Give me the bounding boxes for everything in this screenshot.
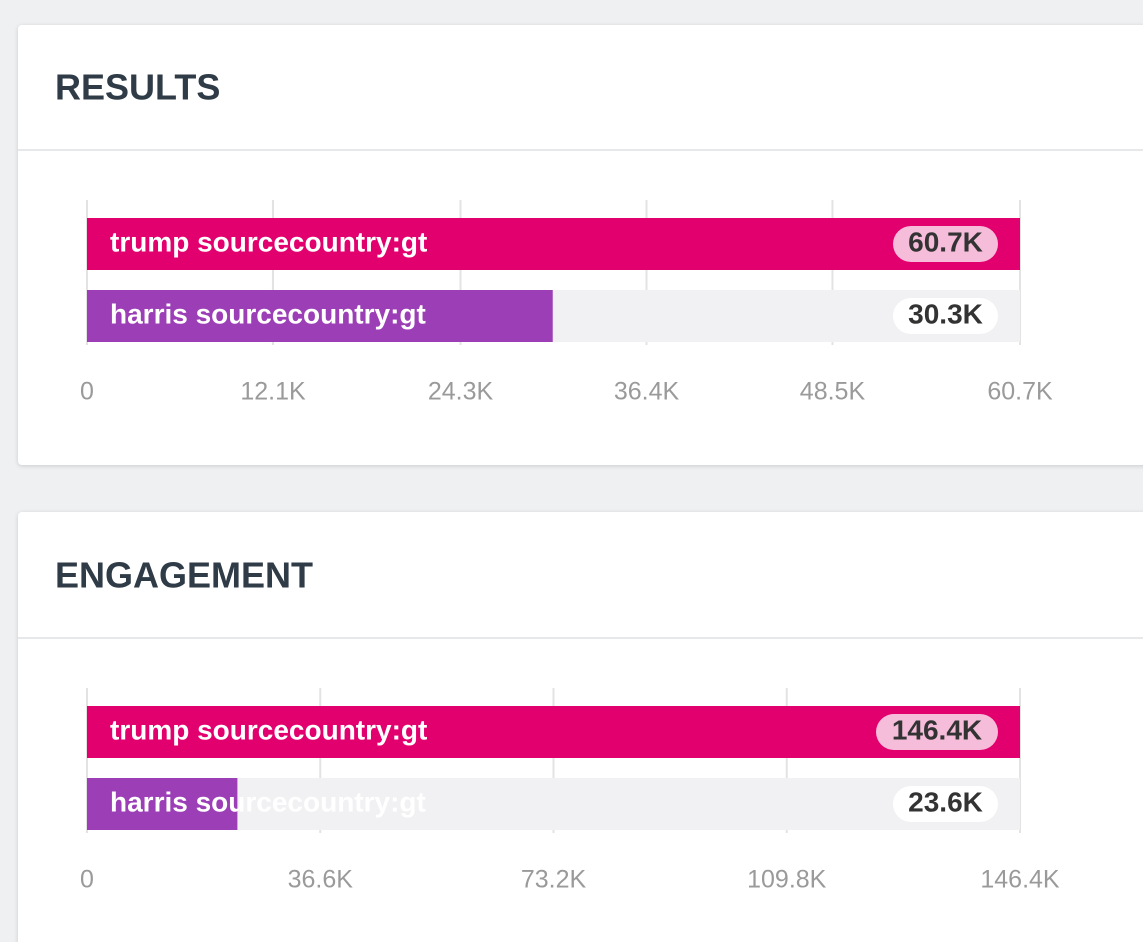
value-pill <box>893 786 998 822</box>
value-pill <box>893 226 998 262</box>
x-tick-label: 109.8K <box>747 866 827 894</box>
x-tick-label: 0 <box>80 378 94 406</box>
x-tick-label: 60.7K <box>987 378 1053 406</box>
bar-track <box>87 778 1020 830</box>
bar-label: harris sourcecountry:gt <box>110 298 426 329</box>
bar <box>87 218 1020 270</box>
value-label: 30.3K <box>908 298 983 329</box>
value-label: 23.6K <box>908 786 983 817</box>
card-title: RESULTS <box>55 67 220 108</box>
bar-label: trump sourcecountry:gt <box>110 714 427 745</box>
x-tick-label: 73.2K <box>521 866 587 894</box>
bar-label: trump sourcecountry:gt <box>110 226 427 257</box>
x-tick-label: 24.3K <box>428 378 494 406</box>
value-pill <box>893 298 998 334</box>
value-label: 146.4K <box>892 714 982 745</box>
x-tick-label: 48.5K <box>800 378 866 406</box>
x-tick-label: 36.6K <box>288 866 354 894</box>
x-tick-label: 146.4K <box>980 866 1060 894</box>
bar <box>87 778 238 830</box>
value-pill <box>876 714 998 750</box>
x-tick-label: 0 <box>80 866 94 894</box>
card-title: ENGAGEMENT <box>55 555 313 596</box>
bar <box>87 290 553 342</box>
bar <box>87 706 1020 758</box>
bar-label: harris sourcecountry:gt <box>110 786 426 817</box>
x-tick-label: 12.1K <box>240 378 306 406</box>
x-tick-label: 36.4K <box>614 378 680 406</box>
value-label: 60.7K <box>908 226 983 257</box>
